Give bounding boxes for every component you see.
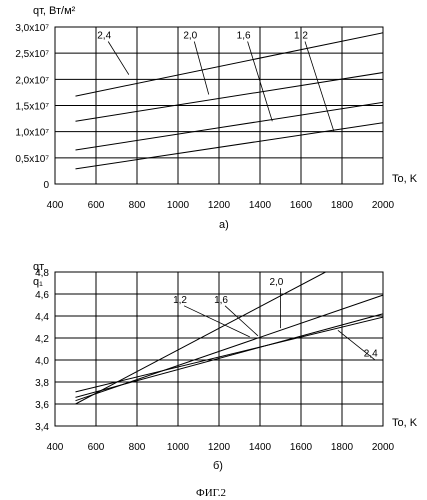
chart-a-y-tick-label: 1,5x10⁷ — [15, 102, 49, 113]
chart-a-x-tick-label: 600 — [88, 200, 105, 211]
chart-a-series-label: 1,6 — [237, 31, 251, 42]
chart-a-x-tick-label: 1200 — [208, 200, 231, 211]
chart-a-x-tick-label: 400 — [47, 200, 64, 211]
chart-b-series-label: 1,6 — [214, 295, 228, 306]
chart-b-series-label: 2,4 — [364, 349, 378, 360]
chart-b-y-tick-label: 4,2 — [35, 334, 49, 345]
chart-b: qт q₁ To, K б) 4006008001000120014001600… — [33, 261, 418, 472]
chart-a-y-tick-label: 1,0x10⁷ — [15, 128, 49, 139]
chart-a-x-tick-label: 1600 — [290, 200, 313, 211]
chart-b-x-tick-label: 2000 — [372, 442, 395, 453]
chart-b-y-tick-label: 3,4 — [35, 422, 49, 433]
chart-a-series-label: 2,0 — [183, 31, 197, 42]
chart-a: qт, Вт/м² To, K а) 400 600 800 1000 1200 1400… — [15, 5, 417, 231]
chart-b-series-label: 1,2 — [173, 295, 187, 306]
chart-b-x-tick-label: 1200 — [208, 442, 231, 453]
chart-a-xlabel: To, K — [392, 173, 418, 185]
chart-a-x-tick-label: 1400 — [249, 200, 272, 211]
figure-label: ФИГ.2 — [196, 487, 226, 499]
chart-a-x-tick-label: 800 — [129, 200, 146, 211]
chart-a-series-leader — [305, 42, 334, 132]
chart-a-y-tick-label: 0 — [43, 180, 49, 191]
chart-a-x-tick-label: 1000 — [167, 200, 190, 211]
chart-b-x-tick-label: 1600 — [290, 442, 313, 453]
chart-b-y-tick-label: 4,0 — [35, 356, 49, 367]
chart-a-series-line — [76, 102, 384, 150]
chart-a-series-leader — [194, 42, 208, 95]
chart-a-series-line — [76, 33, 384, 96]
chart-b-x-tick-label: 1800 — [331, 442, 354, 453]
chart-a-x-tick-label: 2000 — [372, 200, 395, 211]
chart-b-x-tick-label: 600 — [88, 442, 105, 453]
chart-b-y-tick-label: 4,6 — [35, 290, 49, 301]
chart-a-x-tick-label: 1800 — [331, 200, 354, 211]
chart-b-y-tick-label: 4,8 — [35, 268, 49, 279]
chart-b-caption: б) — [213, 460, 223, 472]
chart-b-y-tick-label: 3,8 — [35, 378, 49, 389]
chart-a-ylabel: qт, Вт/м² — [33, 5, 76, 17]
chart-b-x-tick-label: 400 — [47, 442, 64, 453]
chart-a-y-tick-label: 2,0x10⁷ — [15, 75, 49, 86]
chart-a-series-label: 2,4 — [97, 31, 111, 42]
chart-b-xlabel: To, K — [392, 417, 418, 429]
chart-a-y-tick-label: 2,5x10⁷ — [15, 49, 49, 60]
chart-b-series-line — [76, 295, 384, 401]
chart-a-series-line — [76, 123, 384, 169]
chart-a-series-leader — [108, 42, 129, 75]
chart-b-series-leader — [184, 306, 250, 337]
chart-a-series-label: 1,2 — [294, 31, 308, 42]
chart-b-series-label: 2,0 — [269, 277, 283, 288]
chart-a-y-tick-label: 3,0x10⁷ — [15, 23, 49, 34]
chart-b-y-tick-label: 4,4 — [35, 312, 49, 323]
chart-b-x-tick-label: 1400 — [249, 442, 272, 453]
chart-b-x-tick-label: 800 — [129, 442, 146, 453]
chart-b-series-line — [76, 317, 384, 392]
chart-a-caption: а) — [219, 219, 229, 231]
chart-b-y-tick-label: 3,6 — [35, 400, 49, 411]
chart-b-x-tick-label: 1000 — [167, 442, 190, 453]
chart-a-y-tick-label: 0,5x10⁷ — [15, 154, 49, 165]
